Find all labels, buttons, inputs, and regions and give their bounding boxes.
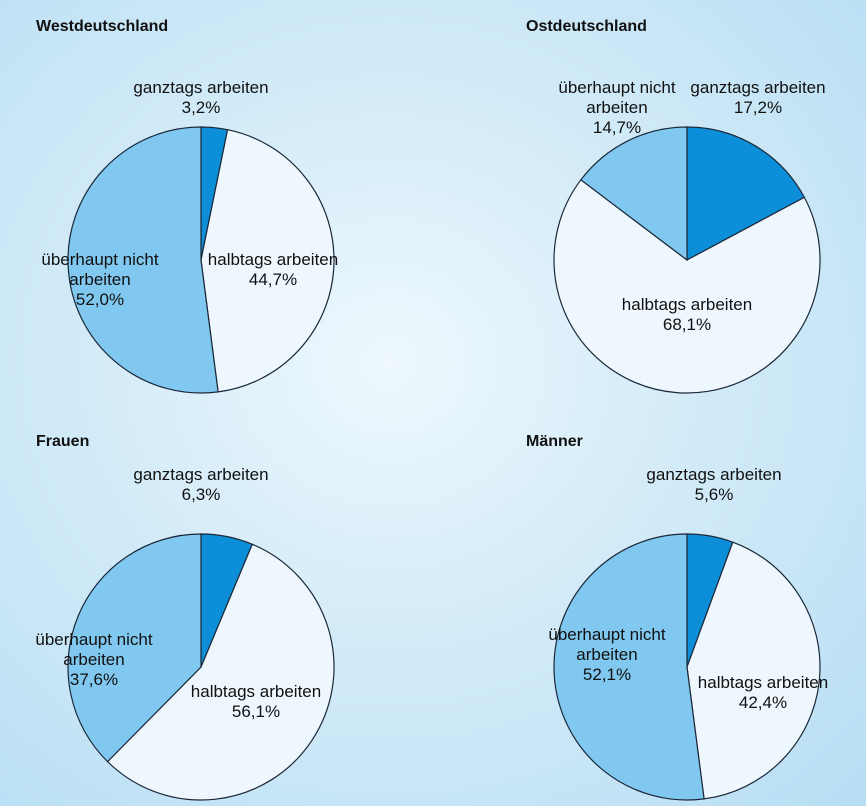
slice-label: ganztags arbeiten 6,3%	[133, 465, 269, 505]
value-label: 3,2%	[181, 98, 221, 117]
chart-title: Ostdeutschland	[526, 18, 647, 35]
slice-label: halbtags arbeiten 56,1%	[188, 682, 324, 722]
slice-label: halbtags arbeiten 42,4%	[695, 673, 831, 713]
chart-title: Männer	[526, 433, 583, 450]
pie-slice	[106, 543, 335, 801]
category-label: ganztags arbeiten	[646, 465, 782, 484]
category-label: überhaupt nicht arbeiten	[35, 630, 153, 669]
pie-slice	[686, 541, 821, 800]
category-label: ganztags arbeiten	[133, 78, 269, 97]
category-label: halbtags arbeiten	[621, 295, 753, 314]
value-label: 56,1%	[231, 702, 281, 721]
category-label: überhaupt nicht arbeiten	[548, 625, 666, 664]
value-label: 6,3%	[181, 485, 221, 504]
slice-label: ganztags arbeiten 5,6%	[646, 465, 782, 505]
category-label: ganztags arbeiten	[133, 465, 269, 484]
slice-label: überhaupt nicht arbeiten 52,1%	[539, 625, 675, 685]
value-label: 52,0%	[75, 290, 125, 309]
pie-slice	[67, 126, 219, 394]
chart-title: Westdeutschland	[36, 18, 169, 35]
value-label: 17,2%	[733, 98, 783, 117]
pie-slice	[553, 178, 821, 394]
value-label: 44,7%	[248, 270, 298, 289]
value-label: 37,6%	[69, 670, 119, 689]
pie-slice	[580, 126, 688, 262]
pie-slice	[200, 128, 335, 393]
slice-label: überhaupt nicht arbeiten 37,6%	[26, 630, 162, 690]
value-label: 68,1%	[662, 315, 712, 334]
slice-label: halbtags arbeiten 44,7%	[205, 250, 341, 290]
pie-slice	[686, 126, 806, 262]
slice-label: ganztags arbeiten 17,2%	[690, 78, 826, 118]
category-label: halbtags arbeiten	[697, 673, 829, 692]
category-label: überhaupt nicht arbeiten	[558, 78, 676, 117]
slice-label: ganztags arbeiten 3,2%	[133, 78, 269, 118]
category-label: ganztags arbeiten	[690, 78, 826, 97]
category-label: überhaupt nicht arbeiten	[41, 250, 159, 289]
pie-slice	[553, 533, 705, 801]
slice-label: überhaupt nicht arbeiten 14,7%	[549, 78, 685, 138]
category-label: halbtags arbeiten	[207, 250, 339, 269]
pie-slice	[67, 533, 202, 763]
chart-title: Frauen	[36, 433, 90, 450]
slice-label: überhaupt nicht arbeiten 52,0%	[32, 250, 168, 310]
value-label: 5,6%	[694, 485, 734, 504]
value-label: 52,1%	[582, 665, 632, 684]
value-label: 14,7%	[592, 118, 642, 137]
value-label: 42,4%	[738, 693, 788, 712]
slice-label: halbtags arbeiten 68,1%	[619, 295, 755, 335]
category-label: halbtags arbeiten	[190, 682, 322, 701]
